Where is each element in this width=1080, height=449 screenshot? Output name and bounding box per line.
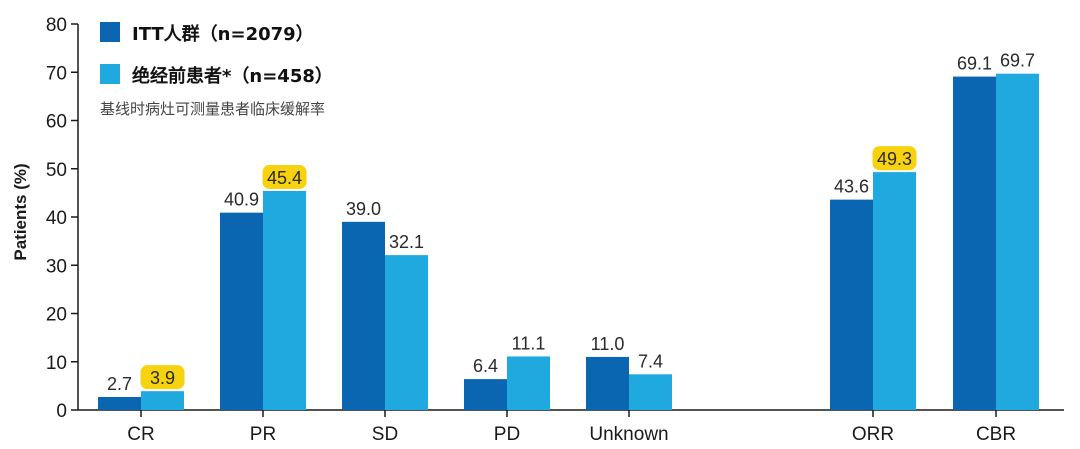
bar-premenopausal-cr [141, 391, 184, 410]
value-label-premenopausal-pr: 45.4 [267, 168, 302, 188]
bar-itt-sd [342, 221, 385, 410]
y-tick-label-60: 60 [46, 112, 67, 133]
highlight-badge-premenopausal-cr [140, 365, 185, 390]
x-tick-label-cbr: CBR [976, 424, 1016, 445]
legend-label-premenopausal: 绝经前患者*（n=458） [132, 65, 333, 87]
y-tick-label-30: 30 [46, 256, 67, 277]
bar-premenopausal-unknown [629, 374, 672, 410]
axes: 0 10 20 30 40 50 60 70 80 CR PR SD PD Unknown ORR CBR [46, 15, 1064, 445]
value-label-itt-cbr: 69.1 [957, 54, 992, 74]
bar-itt-pr [220, 212, 263, 410]
y-tick-label-70: 70 [46, 63, 67, 84]
y-tick-label-40: 40 [46, 208, 67, 229]
x-tick-label-pd: PD [494, 424, 520, 445]
value-label-premenopausal-pd: 11.1 [512, 333, 546, 353]
y-tick-label-20: 20 [46, 305, 67, 326]
value-label-itt-pd: 6.4 [473, 356, 498, 376]
value-labels: 2.7 40.9 39.0 6.4 11.0 43.6 69.1 3.9 45.4 32.1 11.… [107, 51, 1035, 394]
bar-itt-cr [98, 396, 141, 410]
value-label-itt-pr: 40.9 [224, 190, 259, 210]
y-tick-label-50: 50 [46, 160, 67, 181]
legend: ITT人群（n=2079） 绝经前患者*（n=458） [100, 22, 333, 87]
value-label-premenopausal-cr: 3.9 [150, 368, 175, 388]
value-label-itt-unknown: 11.0 [591, 334, 625, 354]
y-tick-label-0: 0 [56, 401, 67, 422]
x-tick-label-pr: PR [250, 424, 276, 445]
bar-itt-orr [830, 199, 873, 410]
value-label-premenopausal-sd: 32.1 [389, 232, 424, 252]
y-tick-label-10: 10 [46, 353, 67, 374]
chart-subtitle: 基线时病灶可测量患者临床缓解率 [100, 100, 325, 118]
y-tick-label-80: 80 [46, 15, 67, 36]
x-tick-label-sd: SD [372, 424, 398, 445]
x-tick-label-unknown: Unknown [589, 424, 668, 445]
bar-premenopausal-cbr [996, 73, 1039, 410]
bar-itt-cbr [953, 76, 996, 410]
bar-premenopausal-sd [385, 255, 428, 410]
highlight-badge-premenopausal-orr [872, 146, 917, 171]
bar-premenopausal-orr [873, 172, 916, 410]
bars [98, 73, 1039, 410]
legend-label-itt: ITT人群（n=2079） [132, 23, 314, 45]
legend-swatch-premenopausal [100, 64, 120, 84]
value-label-itt-orr: 43.6 [834, 177, 869, 197]
value-label-premenopausal-cbr: 69.7 [1000, 51, 1035, 71]
x-tick-label-cr: CR [127, 424, 154, 445]
value-label-itt-cr: 2.7 [107, 374, 132, 394]
value-label-itt-sd: 39.0 [346, 199, 381, 219]
bar-itt-unknown [586, 356, 629, 410]
y-axis-label: Patients (%) [11, 163, 30, 260]
bar-premenopausal-pr [263, 190, 306, 410]
x-tick-label-orr: ORR [852, 424, 894, 445]
value-label-premenopausal-unknown: 7.4 [638, 351, 663, 371]
value-label-premenopausal-orr: 49.3 [877, 149, 912, 169]
highlight-badge-premenopausal-pr [262, 164, 307, 189]
legend-swatch-itt [100, 22, 120, 42]
bar-itt-pd [464, 379, 507, 410]
bar-premenopausal-pd [507, 356, 550, 410]
